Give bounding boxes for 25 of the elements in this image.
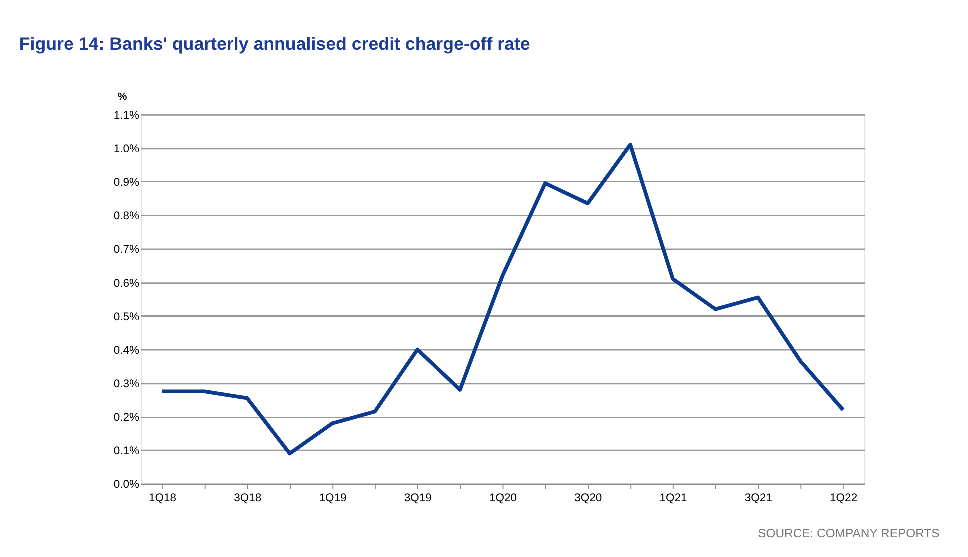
x-tick-label: 3Q18 — [234, 492, 262, 504]
y-tick-label: 0.1% — [114, 446, 140, 458]
x-tick-label: 1Q18 — [148, 492, 177, 504]
y-tick-label: 0.2% — [114, 412, 140, 424]
x-tick-label: 1Q21 — [660, 492, 688, 504]
chart-title: Figure 14: Banks' quarterly annualised credit charge-off rate — [19, 34, 530, 54]
y-tick-label: 1.1% — [114, 110, 140, 122]
y-tick-label: 0.5% — [114, 311, 140, 324]
x-tick-label: 1Q22 — [830, 492, 858, 504]
source-note: SOURCE: COMPANY REPORTS — [758, 526, 940, 541]
line-series — [160, 142, 846, 456]
x-tick-label: 3Q21 — [744, 492, 772, 504]
y-tick-label: 0.8% — [114, 210, 140, 223]
y-tick-label: 0.3% — [114, 378, 140, 390]
x-tick-label: 3Q20 — [574, 492, 602, 504]
y-tick-label: 0.4% — [114, 344, 140, 357]
y-tick-label: 0.7% — [114, 244, 140, 256]
y-axis-title: % — [118, 92, 128, 104]
y-tick-label: 0.0% — [114, 479, 140, 492]
x-tick-label: 1Q20 — [489, 492, 518, 504]
y-tick-label: 0.9% — [114, 177, 140, 190]
y-tick-label: 1.0% — [114, 143, 140, 156]
x-tick-label: 3Q19 — [404, 492, 432, 504]
x-tick-label: 1Q19 — [319, 492, 347, 504]
y-tick-label: 0.6% — [114, 278, 140, 290]
